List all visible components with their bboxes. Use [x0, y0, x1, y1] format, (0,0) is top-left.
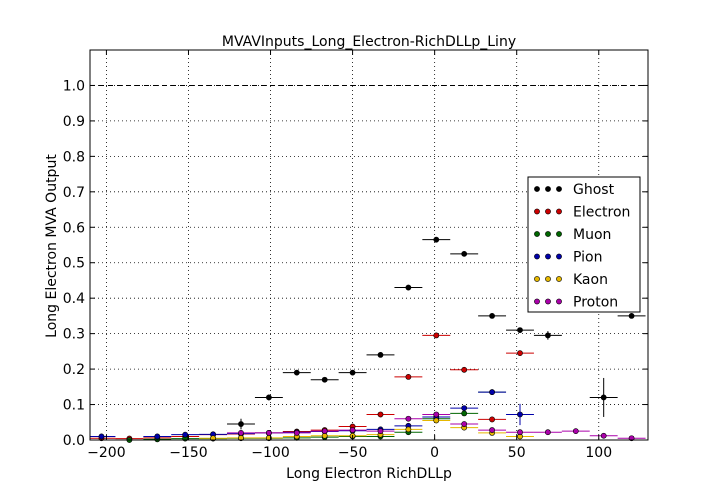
ghost-point	[405, 284, 412, 291]
electron-point	[377, 411, 384, 418]
legend-marker-kaon	[534, 276, 540, 282]
legend-marker-ghost	[534, 186, 540, 192]
legend-marker-pion	[545, 253, 551, 260]
series-kaon	[199, 417, 534, 442]
y-tick-label: 1.0	[63, 78, 85, 94]
legend-marker-kaon	[556, 276, 562, 282]
legend-label-proton: Proton	[573, 295, 618, 311]
x-tick-label: −100	[251, 445, 289, 461]
x-tick-label: 100	[585, 445, 612, 461]
electron-point	[461, 366, 468, 373]
proton-point	[544, 429, 551, 436]
ghost-point	[238, 421, 244, 427]
legend-marker-proton	[556, 298, 562, 305]
axes: −200 −150 −100 −50 0 50 100 0.0 0.1 0.2 0.3 0.4 0.5 0…	[63, 49, 649, 461]
proton-point	[293, 430, 300, 436]
series-electron	[90, 332, 534, 442]
electron-point	[405, 373, 412, 380]
series-ghost	[227, 236, 646, 430]
ghost-point	[628, 313, 635, 319]
legend-marker-proton	[534, 298, 540, 305]
legend-marker-muon	[556, 231, 562, 237]
legend-marker-pion	[534, 253, 540, 260]
x-tick-label: −200	[87, 445, 125, 461]
x-tick-label: 0	[430, 445, 439, 461]
legend-label-muon: Muon	[573, 227, 611, 243]
legend-label-electron: Electron	[573, 205, 630, 221]
legend-marker-electron	[534, 208, 540, 215]
proton-point	[377, 428, 384, 435]
ghost-point	[349, 369, 356, 376]
legend-marker-pion	[556, 253, 562, 260]
legend-marker-muon	[545, 231, 551, 237]
ghost-point	[321, 376, 328, 383]
y-tick-label: 0.3	[63, 327, 85, 343]
electron-point	[517, 350, 523, 357]
ghost-point	[265, 394, 272, 401]
ghost-point	[544, 332, 551, 339]
legend-box	[527, 176, 641, 313]
ghost-point	[377, 352, 384, 358]
ghost-point	[461, 250, 468, 257]
y-tick-label: 0.6	[63, 220, 85, 236]
kaon-point	[433, 417, 440, 424]
pion-point	[517, 411, 523, 418]
y-tick-label: 0.8	[63, 149, 85, 165]
proton-point	[489, 427, 495, 433]
proton-point	[461, 421, 468, 427]
electron-point	[489, 416, 495, 423]
muon-point	[461, 410, 468, 417]
proton-point	[238, 430, 244, 436]
x-axis-label: Long Electron RichDLLp	[286, 466, 452, 482]
y-tick-label: 0.5	[63, 256, 85, 272]
legend-marker-ghost	[545, 186, 551, 192]
kaon-point	[405, 426, 412, 433]
legend-marker-muon	[534, 231, 540, 237]
pion-point	[489, 389, 495, 396]
proton-point	[572, 428, 579, 435]
legend: Ghost Electron Muon Pion Kaon Proton	[527, 176, 641, 313]
electron-point	[433, 332, 440, 339]
pion-point	[154, 433, 161, 440]
legend-marker-proton	[545, 298, 551, 305]
legend-label-kaon: Kaon	[573, 272, 608, 288]
proton-point	[265, 430, 272, 436]
y-tick-label: 0.1	[63, 398, 85, 414]
ghost-point	[517, 327, 523, 333]
x-tick-label: −50	[338, 445, 368, 461]
y-axis-label: Long Electron MVA Output	[44, 154, 60, 338]
ghost-point	[600, 394, 607, 401]
plot-frame	[89, 49, 649, 441]
chart-title: MVAVInputs_Long_Electron-RichDLLp_Liny	[222, 34, 516, 50]
y-tick-label: 0.0	[63, 433, 85, 449]
pion-point	[182, 431, 189, 438]
legend-label-pion: Pion	[573, 250, 602, 266]
y-tick-label: 0.4	[63, 291, 85, 307]
ghost-point	[433, 236, 440, 243]
legend-marker-electron	[556, 208, 562, 215]
legend-marker-electron	[545, 208, 551, 215]
legend-marker-ghost	[556, 186, 562, 192]
proton-point	[600, 432, 607, 439]
ghost-point	[293, 369, 300, 376]
y-tick-label: 0.7	[63, 185, 85, 201]
pion-point	[461, 405, 468, 411]
proton-point	[405, 415, 412, 422]
x-tick-label: −150	[169, 445, 207, 461]
y-tick-label: 0.2	[63, 362, 85, 378]
pion-point	[98, 433, 105, 440]
series-proton	[227, 411, 646, 442]
series-layer	[90, 236, 646, 443]
proton-point	[517, 429, 523, 436]
ghost-point	[489, 313, 495, 319]
x-tick-label: 50	[508, 445, 526, 461]
legend-marker-kaon	[545, 276, 551, 282]
proton-point	[321, 428, 328, 435]
proton-point	[349, 427, 356, 433]
y-tick-label: 0.9	[63, 114, 85, 130]
proton-point	[433, 411, 440, 418]
legend-label-ghost: Ghost	[573, 182, 615, 198]
